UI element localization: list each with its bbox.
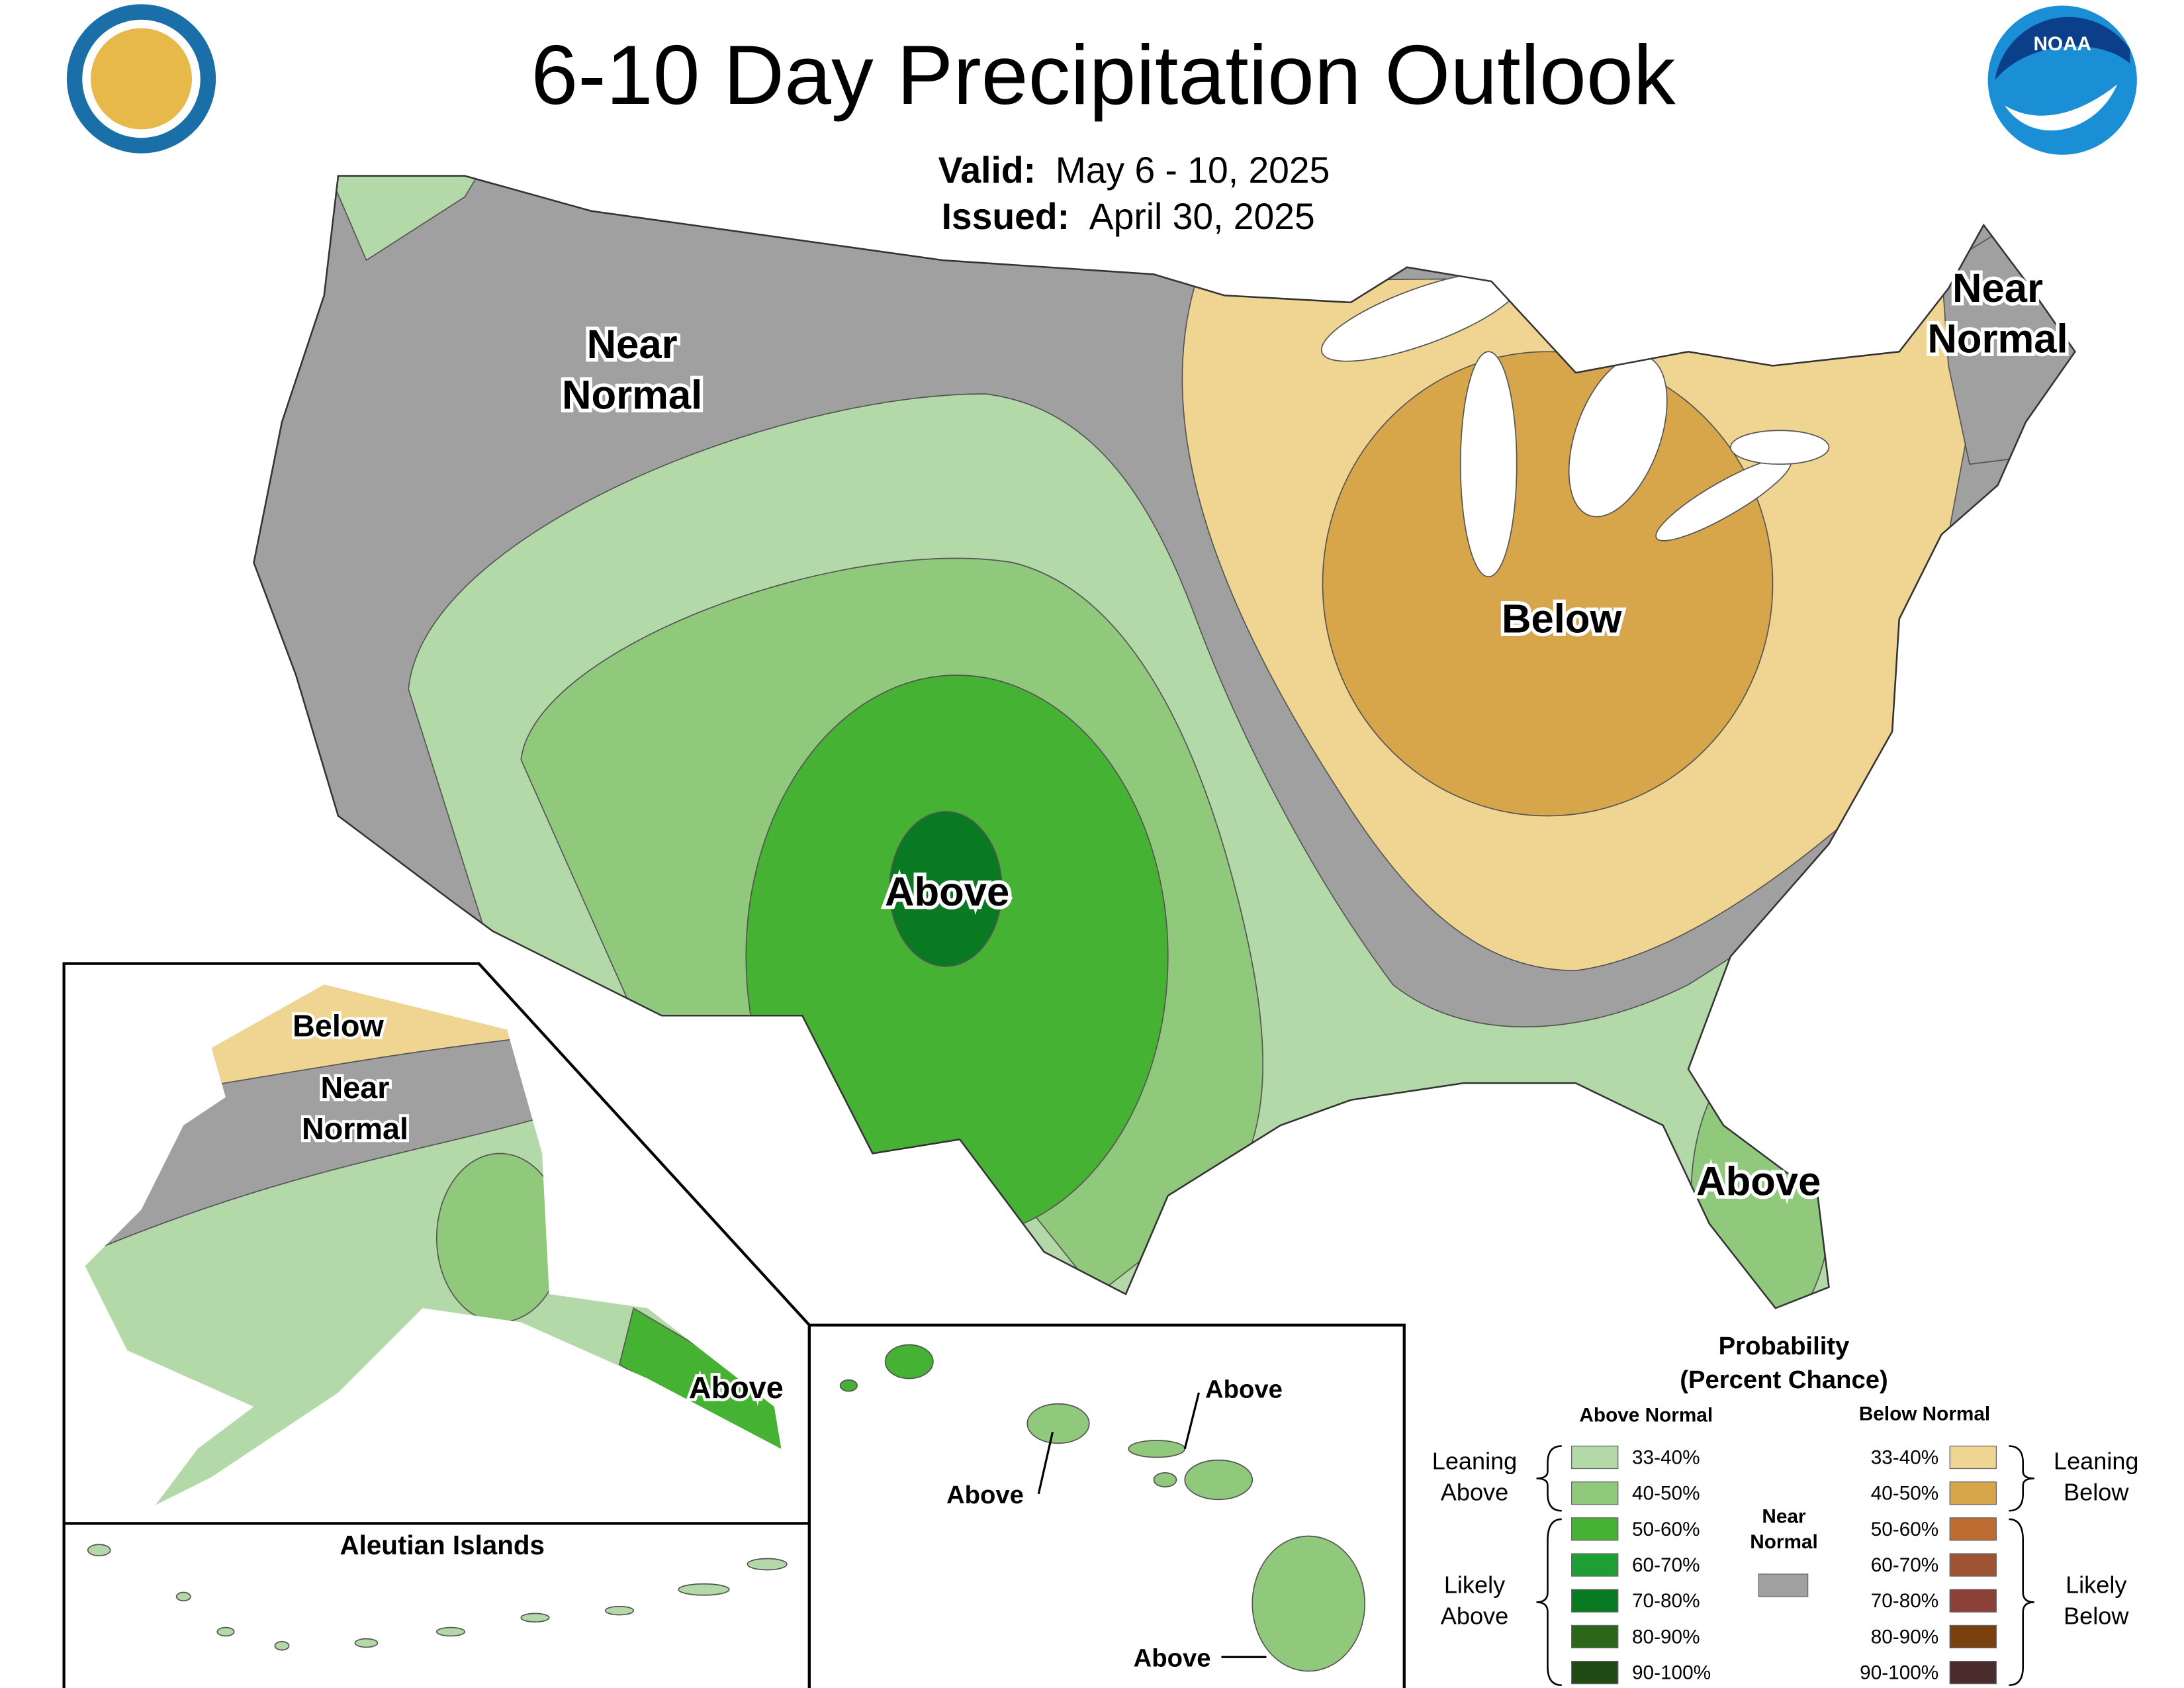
map-label: Normal [562, 373, 702, 418]
legend-label: 60-70% [1632, 1554, 1700, 1576]
legend-group: Leaning [2054, 1448, 2139, 1475]
legend-swatch [1570, 1445, 1619, 1470]
legend-swatch [1570, 1553, 1619, 1577]
legend-swatch [1949, 1553, 1997, 1577]
hawaii [839, 1344, 1366, 1672]
legend-title: (Percent Chance) [1680, 1366, 1888, 1394]
legend-label: 80-90% [1632, 1626, 1700, 1648]
legend-heading: Below Normal [1859, 1403, 1990, 1425]
legend-label: 60-70% [1871, 1554, 1939, 1576]
map-label: Above [1696, 1159, 1821, 1205]
legend-label: 90-100% [1632, 1662, 1711, 1684]
valid-dates: May 6 - 10, 2025 [1056, 150, 1330, 191]
legend-group: Below [2064, 1478, 2129, 1505]
aleutian-title: Aleutian Islands [340, 1530, 545, 1560]
legend-label: 70-80% [1871, 1590, 1939, 1612]
map-label: Normal [1927, 316, 2068, 362]
map-label: Below [1502, 596, 1623, 642]
aleutian-islands [87, 1544, 788, 1651]
legend-group: Likely [2066, 1571, 2126, 1599]
map-label: Near [321, 1070, 390, 1105]
map-label: Above [1205, 1376, 1283, 1404]
legend-swatch [1570, 1624, 1619, 1649]
legend-swatch [1949, 1660, 1997, 1685]
map-label: Above [885, 869, 1009, 915]
noaa-logo: NOAA [1987, 5, 2137, 155]
map-label: Above [689, 1370, 784, 1405]
legend-label: 33-40% [1632, 1446, 1700, 1468]
legend-label: 90-100% [1860, 1662, 1938, 1684]
legend-swatch [1949, 1589, 1997, 1613]
map-label: Above [1134, 1644, 1211, 1673]
legend-label: 50-60% [1632, 1519, 1700, 1540]
legend: Probability (Percent Chance) Above Norma… [1432, 1332, 2139, 1687]
title: 6-10 Day Precipitation Outlook [531, 28, 1675, 122]
label-leaders [1037, 1392, 1267, 1658]
legend-swatch [1570, 1660, 1619, 1685]
legend-swatch [1949, 1481, 1997, 1505]
legend-label: 80-90% [1871, 1626, 1939, 1648]
valid-label: Valid: [938, 150, 1036, 191]
legend-swatch [1949, 1445, 1997, 1470]
legend-near: Normal [1750, 1531, 1818, 1553]
legend-label: 33-40% [1871, 1446, 1939, 1468]
map-label: Near [1952, 265, 2043, 311]
legend-swatch [1949, 1624, 1997, 1649]
legend-heading: Above Normal [1579, 1405, 1713, 1427]
legend-swatch [1570, 1589, 1619, 1613]
legend-swatch [1949, 1517, 1997, 1541]
legend-label: 40-50% [1871, 1483, 1939, 1505]
map-label: Below [293, 1009, 384, 1043]
legend-group: Below [2064, 1602, 2129, 1629]
map-label: Normal [302, 1111, 408, 1146]
legend-group: Likely [1444, 1571, 1505, 1599]
legend-braces [1536, 1445, 2034, 1687]
legend-label: 50-60% [1871, 1519, 1939, 1540]
map-label: Above [946, 1481, 1024, 1509]
commerce-seal [66, 4, 216, 154]
issued-date: April 30, 2025 [1089, 196, 1315, 237]
legend-group: Leaning [1432, 1448, 1518, 1475]
legend-near: Near [1762, 1506, 1806, 1528]
legend-swatch [1570, 1481, 1619, 1505]
legend-label: 40-50% [1632, 1483, 1700, 1505]
issued-label: Issued: [942, 196, 1069, 237]
map-label: Near [587, 322, 678, 367]
legend-title: Probability [1719, 1332, 1850, 1360]
legend-label: 70-80% [1632, 1590, 1700, 1612]
conus-outline [253, 175, 2076, 1309]
legend-swatch [1570, 1517, 1619, 1541]
legend-group: Above [1441, 1602, 1508, 1629]
legend-group: Above [1441, 1478, 1508, 1505]
noaa-text: NOAA [2033, 33, 2091, 55]
legend-swatch [1758, 1573, 1809, 1597]
